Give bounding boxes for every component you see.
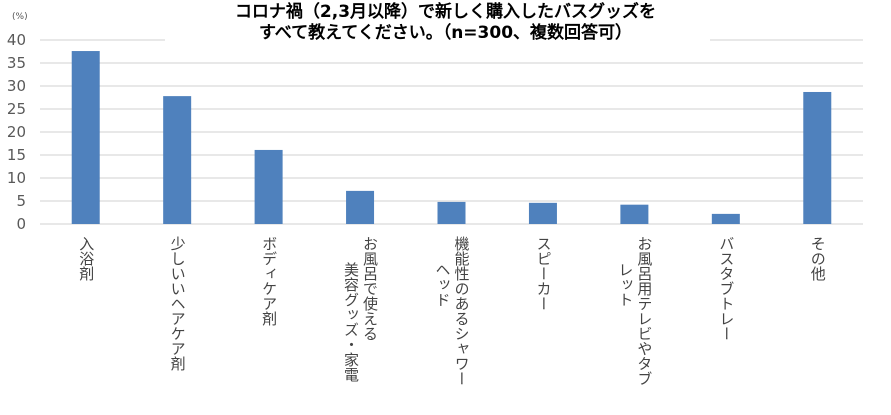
- x-axis-label: 機能性のあるシャワー ヘッド: [433, 236, 471, 386]
- chart-title-line-2: すべて教えてください。（n=300、複数回答可）: [258, 23, 633, 43]
- x-axis-label-line: 入浴剤: [77, 236, 96, 281]
- chart-title-line-1: コロナ禍（2,3月以降）で新しく購入したバスグッズを: [234, 2, 657, 22]
- bar: [711, 213, 740, 224]
- x-axis-label-line: お風呂で使える: [361, 236, 380, 341]
- x-axis-label-line: その他: [808, 236, 827, 281]
- bar: [254, 149, 283, 224]
- y-tick-label: 40: [7, 31, 26, 49]
- x-axis-label: 入浴剤: [76, 236, 95, 281]
- x-axis-label: バスタブトレー: [716, 236, 735, 341]
- bar: [803, 91, 832, 224]
- bar: [620, 204, 649, 224]
- bar: [528, 202, 557, 224]
- x-axis-label-line: 美容グッズ・家電: [342, 262, 361, 382]
- bar: [346, 190, 375, 224]
- y-tick-label: 35: [7, 54, 26, 72]
- y-tick-label: 30: [7, 77, 26, 95]
- bar: [437, 201, 466, 224]
- x-axis-label-line: バスタブトレー: [717, 236, 736, 341]
- x-axis-label: その他: [808, 236, 827, 281]
- x-axis-label: ボディケア剤: [259, 236, 278, 326]
- chart-title: コロナ禍（2,3月以降）で新しく購入したバスグッズを すべて教えてください。（n…: [0, 2, 891, 44]
- x-axis-label: スピーカー: [533, 236, 552, 311]
- x-axis-label-line: 機能性のあるシャワー: [452, 236, 471, 386]
- y-tick-label: 20: [7, 123, 26, 141]
- x-axis-label-line: 少しいいヘアケア剤: [168, 236, 187, 371]
- y-tick-label: 0: [16, 215, 26, 233]
- x-axis-label-line: スピーカー: [534, 236, 553, 311]
- x-axis-label: お風呂で使える 美容グッズ・家電: [341, 236, 379, 382]
- x-axis-label-line: お風呂用テレビやタブ: [635, 236, 654, 386]
- x-axis-label-line: レット: [616, 262, 635, 307]
- x-axis-label: 少しいいヘアケア剤: [168, 236, 187, 371]
- y-tick-label: 15: [7, 146, 26, 164]
- y-tick-label: 5: [16, 192, 26, 210]
- bar: [71, 51, 100, 224]
- x-axis-label-line: ボディケア剤: [260, 236, 279, 326]
- x-axis-label-line: ヘッド: [433, 262, 452, 307]
- y-tick-label: 10: [7, 169, 26, 187]
- y-tick-label: 25: [7, 100, 26, 118]
- x-axis-label: お風呂用テレビやタブ レット: [615, 236, 653, 386]
- bar: [163, 96, 192, 224]
- y-axis-unit: (%): [12, 12, 28, 22]
